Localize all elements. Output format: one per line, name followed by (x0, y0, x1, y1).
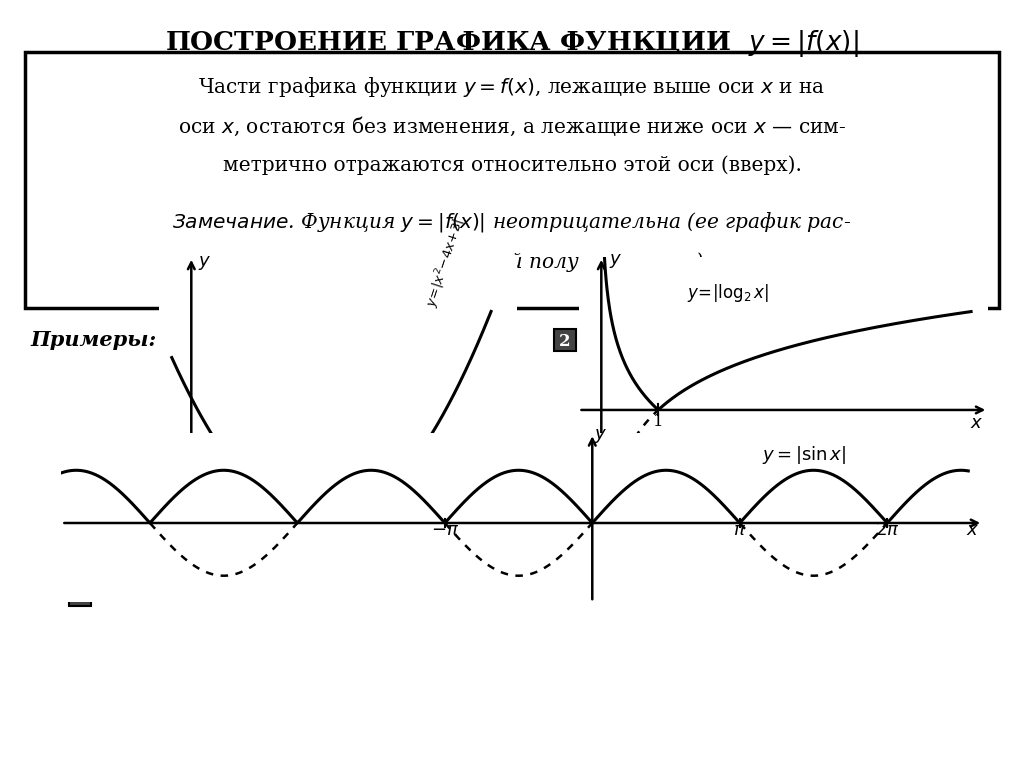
Text: $x$: $x$ (504, 494, 517, 512)
Text: метрично отражаются относительно этой оси (вверх).: метрично отражаются относительно этой ос… (222, 155, 802, 175)
Text: 1: 1 (242, 493, 252, 510)
Text: $y = |\sin x|$: $y = |\sin x|$ (762, 444, 846, 466)
Text: Части графика функции $y = f(x)$, лежащие выше оси $x$ и на: Части графика функции $y = f(x)$, лежащи… (199, 75, 825, 99)
Text: оси $x$, остаются без изменения, а лежащие ниже оси $x$ — сим-: оси $x$, остаются без изменения, а лежащ… (178, 115, 846, 138)
Bar (164, 329, 186, 351)
Text: ПОСТРОЕНИЕ ГРАФИКА ФУНКЦИИ  $y = |f(x)|$: ПОСТРОЕНИЕ ГРАФИКА ФУНКЦИИ $y = |f(x)|$ (165, 28, 859, 59)
Text: 3: 3 (382, 493, 392, 510)
Text: $2\pi$: $2\pi$ (874, 521, 899, 538)
Text: $y$: $y$ (594, 426, 607, 445)
Text: положен в верхней полуплоскости).: положен в верхней полуплоскости). (314, 252, 710, 272)
Text: $y\!=\!|x^2\!-\!4x\!+\!3|$: $y\!=\!|x^2\!-\!4x\!+\!3|$ (423, 216, 470, 310)
Text: $y\!=\!|\log_2 x|$: $y\!=\!|\log_2 x|$ (687, 282, 769, 304)
Text: $\pi$: $\pi$ (733, 521, 746, 538)
Text: $y$: $y$ (198, 255, 211, 272)
Text: 3: 3 (74, 588, 86, 604)
Text: Примеры:: Примеры: (30, 330, 157, 350)
Text: $x$: $x$ (966, 521, 979, 538)
Text: 2: 2 (559, 333, 570, 350)
Bar (554, 329, 575, 351)
Text: $y$: $y$ (609, 252, 623, 270)
Text: 1: 1 (169, 333, 181, 350)
Bar (25, 52, 999, 308)
Text: 1: 1 (653, 413, 664, 430)
Text: $x$: $x$ (970, 414, 983, 432)
Text: $З а м е ч а н и е$. Функция $y = |f(x)|$ неотрицательна (ее график рас-: $З а м е ч а н и е$. Функция $y = |f(x)|… (172, 210, 852, 234)
Bar (69, 584, 91, 606)
Text: $-\pi$: $-\pi$ (431, 521, 459, 538)
